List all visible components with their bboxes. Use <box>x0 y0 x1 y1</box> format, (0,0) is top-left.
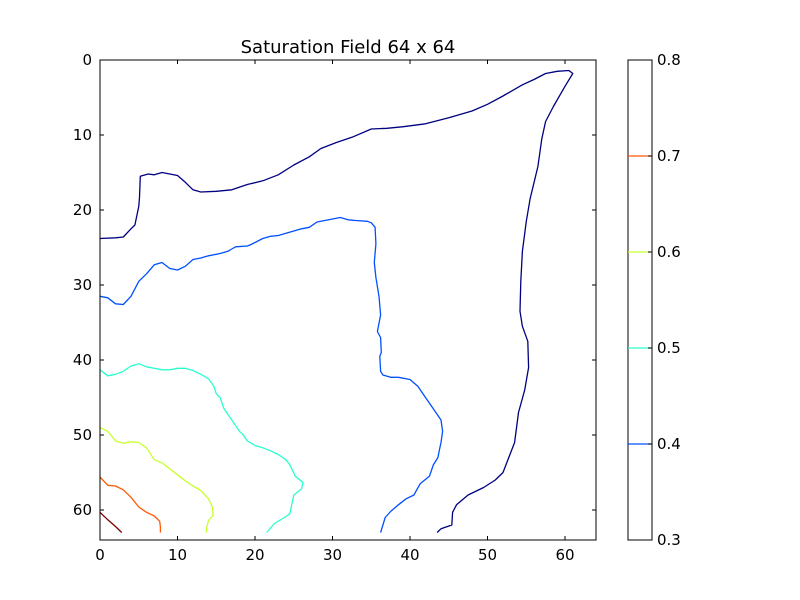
colorbar-frame <box>627 59 653 541</box>
colorbar-tick-label: 0.8 <box>657 51 681 69</box>
y-tick-label: 0 <box>82 51 92 69</box>
x-tick-label: 60 <box>555 546 574 564</box>
x-tick-label: 0 <box>95 546 105 564</box>
y-tick-label: 30 <box>73 276 92 294</box>
chart-title: Saturation Field 64 x 64 <box>241 37 456 58</box>
contour-line-0-8 <box>99 511 123 533</box>
colorbar-tick-label: 0.7 <box>657 147 681 165</box>
plot-frame <box>99 59 597 541</box>
colorbar-tick-label: 0.3 <box>657 531 681 549</box>
colorbar-ticks: 0.8 0.7 0.6 0.5 0.4 0.3 <box>648 51 681 549</box>
contour-line-0-7 <box>99 476 162 533</box>
contour-line-0-6 <box>99 426 214 533</box>
contour-lines <box>99 69 574 533</box>
y-tick-label: 50 <box>73 426 92 444</box>
contour-line-0-3 <box>99 69 574 533</box>
y-tick-label: 60 <box>73 501 92 519</box>
x-tick-label: 50 <box>478 546 497 564</box>
colorbar-tick-label: 0.4 <box>657 435 681 453</box>
y-tick-label: 20 <box>73 201 92 219</box>
contour-line-0-5 <box>99 363 304 533</box>
x-tick-label: 40 <box>400 546 419 564</box>
y-axis-ticks: 0 10 20 30 40 50 60 <box>73 51 596 519</box>
colorbar-tick-label: 0.6 <box>657 243 681 261</box>
colorbar-tick-label: 0.5 <box>657 339 681 357</box>
x-tick-label: 10 <box>168 546 187 564</box>
y-tick-label: 10 <box>73 126 92 144</box>
x-tick-label: 20 <box>245 546 264 564</box>
colorbar: 0.8 0.7 0.6 0.5 0.4 0.3 <box>627 51 681 549</box>
x-axis-ticks: 0 10 20 30 40 50 60 <box>95 60 575 564</box>
y-tick-label: 40 <box>73 351 92 369</box>
x-tick-label: 30 <box>323 546 342 564</box>
contour-line-0-4 <box>99 216 444 533</box>
